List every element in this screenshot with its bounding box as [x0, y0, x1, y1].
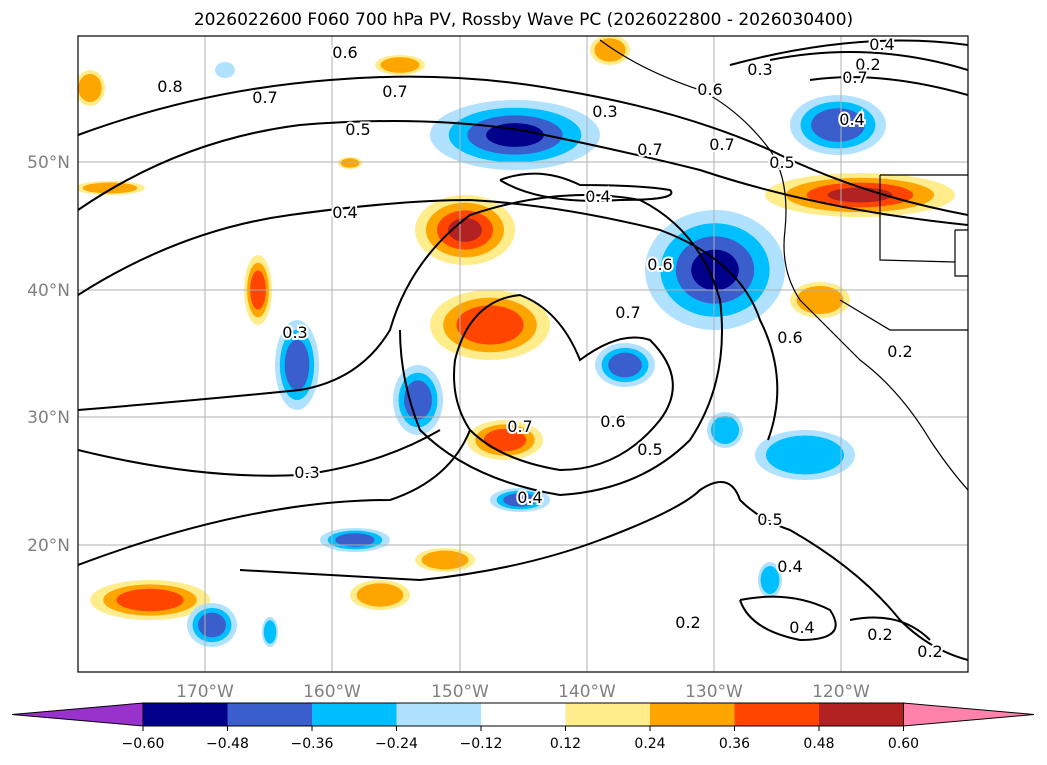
pv-anomaly-fill [796, 285, 844, 315]
contour-label: 0.4 [869, 35, 894, 54]
colorbar-tick-label: −0.12 [460, 736, 503, 752]
contour-label: 0.2 [887, 342, 912, 361]
contour-label: 0.6 [777, 328, 802, 347]
colorbar-segment [227, 703, 313, 726]
lat-tick-label: 50°N [27, 153, 70, 173]
contour-label: 0.5 [345, 120, 370, 139]
colorbar-tick-label: 0.60 [888, 736, 919, 752]
contour-label: 0.7 [382, 82, 407, 101]
pv-anomaly-fill [340, 158, 360, 168]
colorbar: −0.60 −0.48 −0.36 −0.24 −0.12 0.12 0.24 0.36 0.4… [11, 702, 1035, 752]
pv-anomaly-fill [198, 612, 226, 638]
contour-label: 0.4 [332, 203, 357, 222]
contour-label: 0.5 [769, 153, 794, 172]
contour-label: 0.6 [697, 80, 722, 99]
contour-label: 0.7 [842, 68, 867, 87]
pv-anomaly-fills [78, 36, 955, 647]
pv-anomaly-fill [608, 352, 642, 378]
contour-label: 0.7 [709, 135, 734, 154]
pv-anomaly-fill [263, 620, 277, 644]
pv-anomaly-fill [335, 533, 375, 547]
pv-anomaly-fill [82, 182, 138, 194]
contour-label: 0.7 [637, 140, 662, 159]
colorbar-segment [734, 703, 820, 726]
contour-label: 0.3 [294, 463, 319, 482]
pv-anomaly-fill [380, 57, 420, 73]
chart-title: 2026022600 F060 700 hPa PV, Rossby Wave … [193, 10, 854, 30]
lat-tick-label: 20°N [27, 536, 70, 556]
contour-label: 0.2 [867, 625, 892, 644]
pv-anomaly-fill [811, 108, 865, 142]
pv-anomaly-fill [483, 428, 527, 452]
pv-anomaly-fill [356, 583, 404, 607]
colorbar-segment [396, 703, 482, 726]
lon-tick-label: 150°W [431, 682, 489, 702]
pv-anomaly-fill [594, 38, 626, 62]
contour-label: 0.7 [252, 88, 277, 107]
pv-anomaly-fill [456, 305, 524, 345]
colorbar-segment [650, 703, 735, 726]
map-area: 0.60.8 0.70.70.50.40.30.30.7 0.60.50.40.40… [78, 35, 968, 672]
contour-label: 0.4 [839, 110, 864, 129]
pv-anomaly-fill [215, 62, 235, 78]
colorbar-segment [565, 703, 651, 726]
colorbar-tick-label: −0.48 [206, 736, 249, 752]
colorbar-extend-min [11, 702, 144, 727]
pv-contours [78, 39, 968, 661]
contour-labels: 0.60.8 0.70.70.50.40.30.30.7 0.60.50.40.40… [155, 35, 944, 663]
pv-anomaly-fill [404, 380, 432, 420]
contour-label: 0.7 [615, 303, 640, 322]
colorbar-extend-max [903, 702, 1035, 727]
coastlines [599, 39, 968, 491]
contour-label: 0.6 [600, 412, 625, 431]
colorbar-segment [819, 703, 904, 726]
pv-anomaly-fill [284, 339, 310, 391]
contour-label: 0.4 [585, 187, 610, 206]
pv-anomaly-fill [486, 123, 544, 147]
pv-anomaly-fill [78, 73, 102, 103]
pv-anomaly-fill [116, 588, 184, 612]
lon-tick-label: 160°W [303, 682, 361, 702]
map-frame [77, 35, 969, 673]
lon-tick-label: 140°W [558, 682, 616, 702]
pv-anomaly-fill [827, 187, 893, 203]
contour-label: 0.3 [747, 60, 772, 79]
pv-anomaly-fill [766, 435, 844, 475]
lon-tick-label: 170°W [176, 682, 234, 702]
contour-label: 0.3 [282, 323, 307, 342]
colorbar-tick-label: −0.60 [122, 736, 165, 752]
contour-label: 0.5 [637, 440, 662, 459]
pv-anomaly-fill [421, 550, 469, 570]
contour-label: 0.2 [675, 613, 700, 632]
colorbar-tick-label: 0.24 [634, 736, 665, 752]
colorbar-tick-label: 0.36 [719, 736, 750, 752]
contour-label: 0.6 [647, 255, 672, 274]
contour-label: 0.2 [855, 55, 880, 74]
contour-label: 0.3 [592, 102, 617, 121]
contour-label: 0.4 [789, 618, 814, 637]
colorbar-tick-label: −0.36 [291, 736, 334, 752]
lat-tick-label: 30°N [27, 408, 70, 428]
contour-label: 0.2 [917, 642, 942, 661]
pv-anomaly-fill [503, 493, 537, 507]
colorbar-segment [143, 703, 228, 726]
contour-label: 0.5 [757, 510, 782, 529]
lat-tick-label: 40°N [27, 281, 70, 301]
lon-tick-label: 120°W [812, 682, 870, 702]
pv-anomaly-fill [710, 415, 740, 445]
contour-label: 0.8 [157, 77, 182, 96]
contour-label: 0.4 [517, 488, 542, 507]
colorbar-segment [481, 703, 566, 726]
pv-anomaly-fill [448, 218, 482, 242]
contour-label: 0.6 [332, 43, 357, 62]
pv-anomaly-fill [760, 565, 780, 595]
colorbar-tick-label: −0.24 [375, 736, 418, 752]
contour-label: 0.7 [507, 417, 532, 436]
colorbar-segment [312, 703, 397, 726]
colorbar-tick-label: 0.12 [550, 736, 581, 752]
colorbar-tick-label: 0.48 [803, 736, 834, 752]
contour-label: 0.4 [777, 557, 802, 576]
lon-tick-label: 130°W [685, 682, 743, 702]
